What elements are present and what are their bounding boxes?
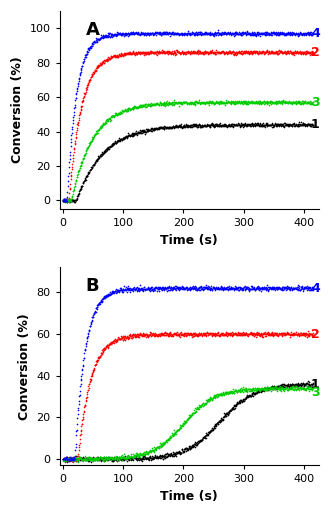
Text: 4: 4 xyxy=(311,27,320,40)
Text: 3: 3 xyxy=(311,96,320,109)
Y-axis label: Conversion (%): Conversion (%) xyxy=(11,57,24,163)
Y-axis label: Conversion (%): Conversion (%) xyxy=(18,313,31,420)
Text: B: B xyxy=(86,278,99,296)
Text: 4: 4 xyxy=(311,282,320,295)
Text: A: A xyxy=(86,21,100,39)
X-axis label: Time (s): Time (s) xyxy=(161,490,218,503)
Text: 1: 1 xyxy=(311,118,320,131)
Text: 2: 2 xyxy=(311,46,320,59)
Text: 2: 2 xyxy=(311,327,320,341)
X-axis label: Time (s): Time (s) xyxy=(161,233,218,247)
Text: 1: 1 xyxy=(311,378,320,391)
Text: 3: 3 xyxy=(311,386,320,399)
